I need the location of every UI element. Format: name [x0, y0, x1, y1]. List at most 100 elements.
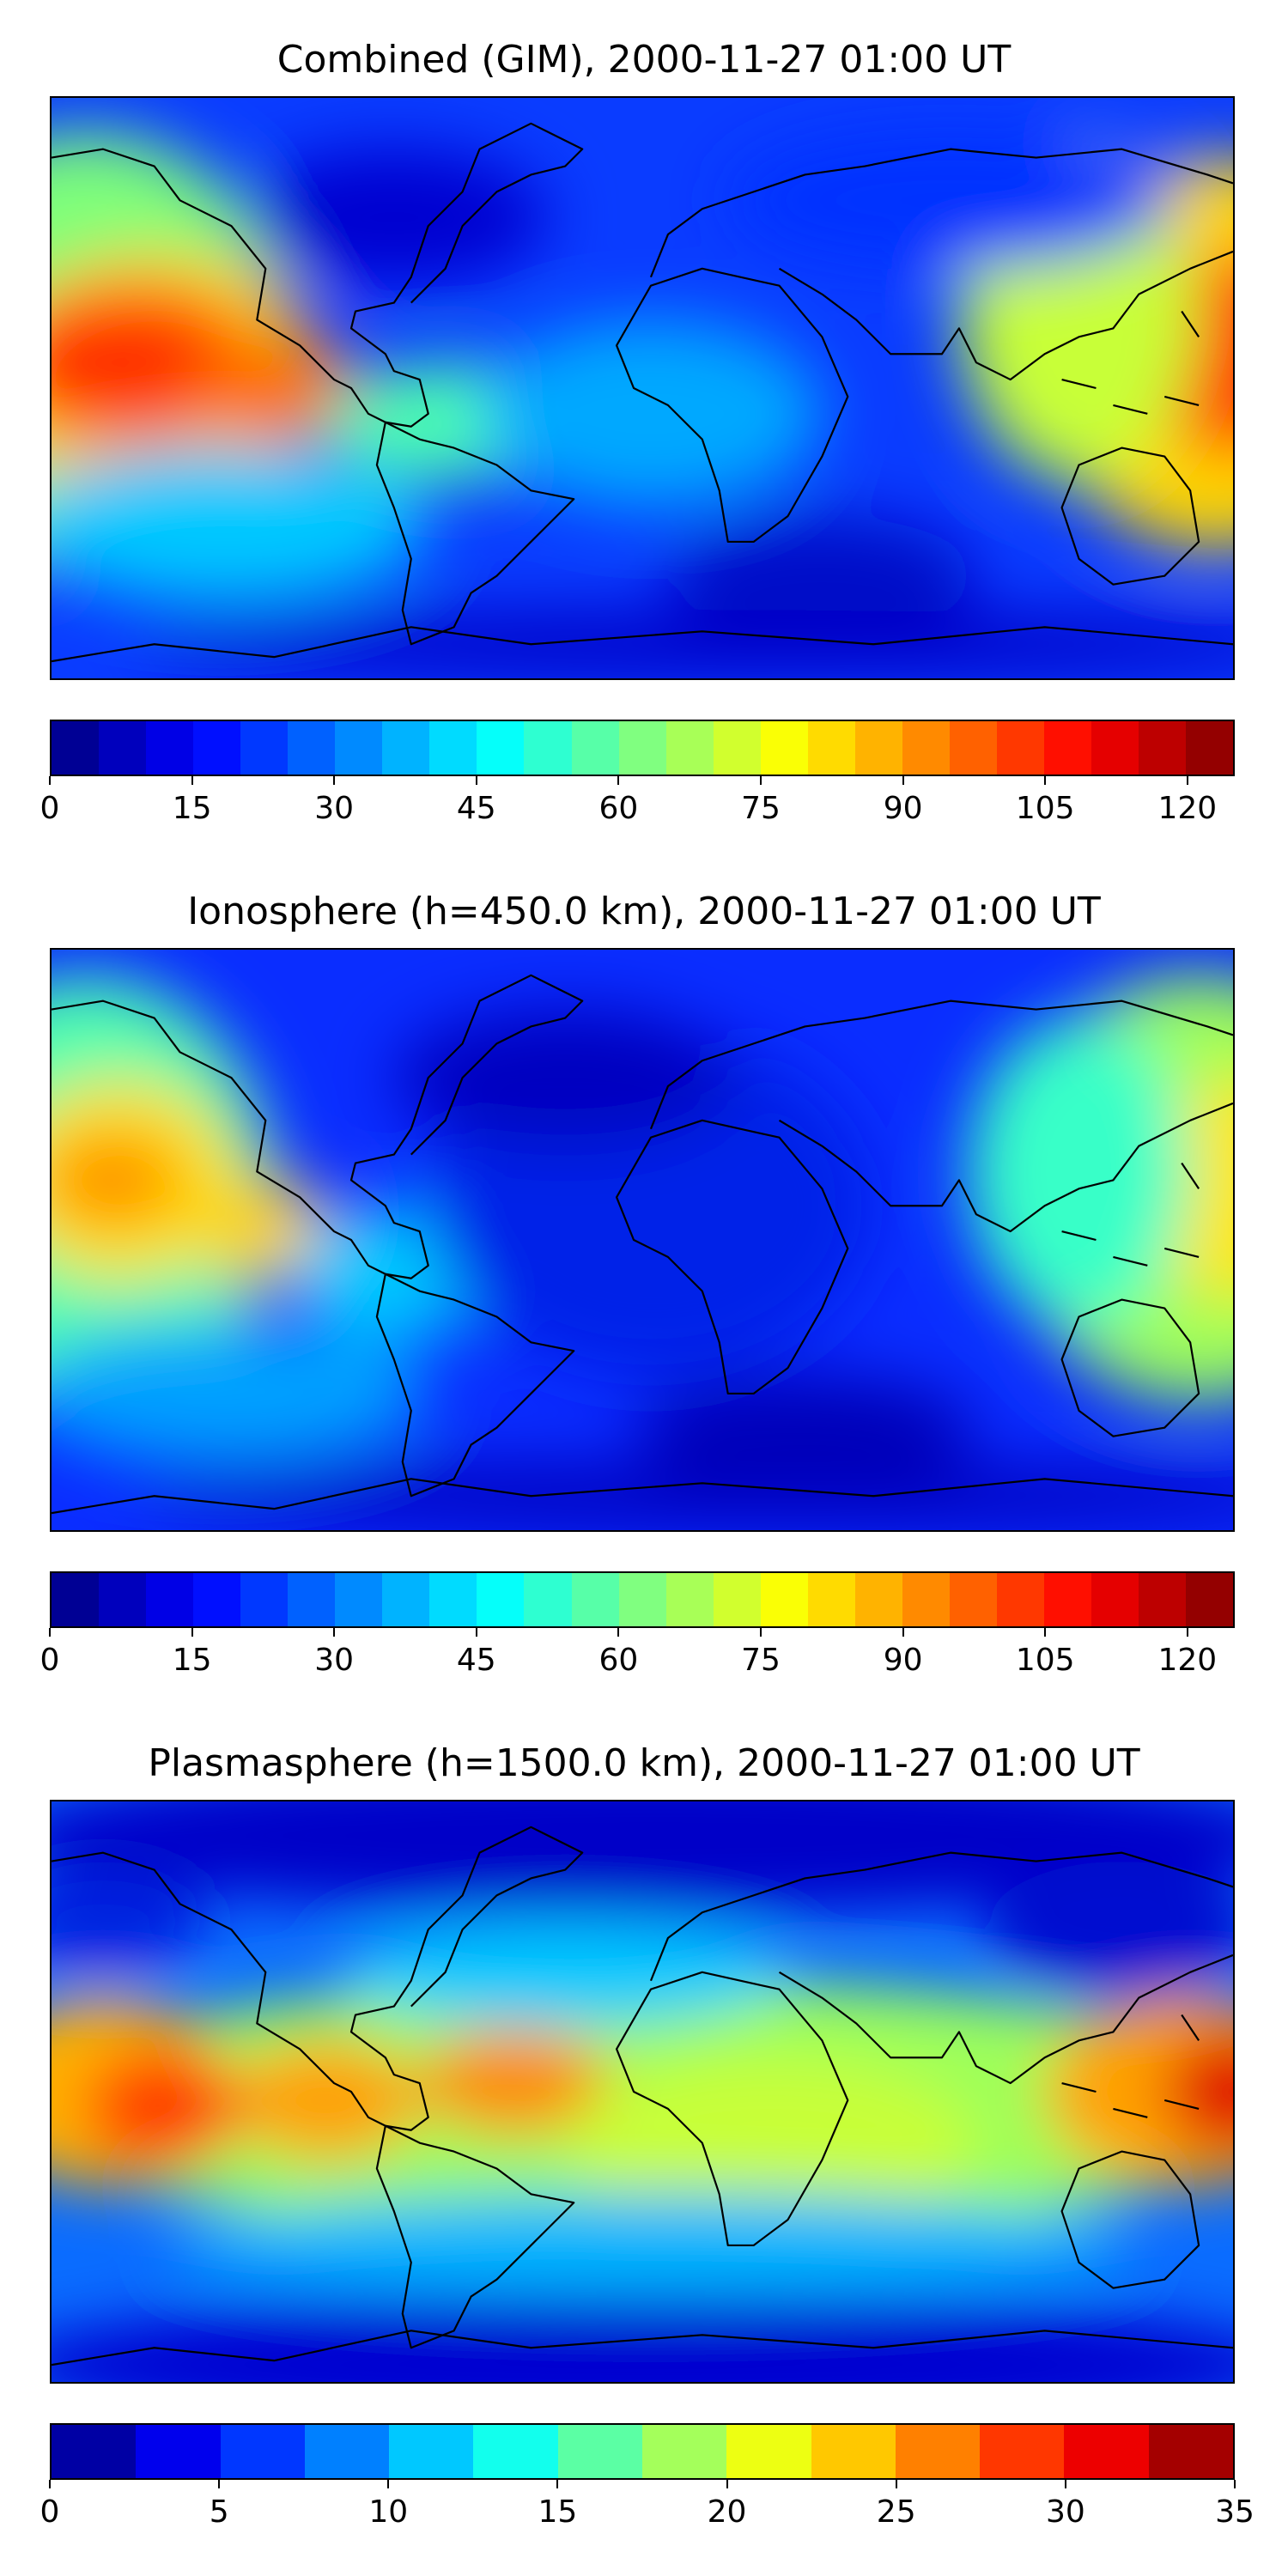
colorbar-swatch — [429, 721, 477, 775]
field-blob — [393, 1009, 737, 1146]
tick-mark — [617, 776, 620, 785]
colorbar-swatch — [304, 2425, 390, 2478]
field-blob — [984, 1861, 1233, 1998]
colorbar-swatch — [854, 721, 902, 775]
tick-label: 30 — [314, 1643, 355, 1678]
field-blob — [52, 1801, 1233, 1913]
panel-title: Plasmasphere (h=1500.0 km), 2000-11-27 0… — [148, 1741, 1140, 1785]
tick-label: 120 — [1157, 791, 1218, 826]
tick-mark — [475, 1628, 477, 1637]
colorbar-swatch — [429, 1573, 477, 1626]
tick-label: 15 — [172, 791, 212, 826]
colorbar-swatch — [807, 1573, 855, 1626]
tick-mark — [902, 776, 904, 785]
coastline-europe-asia — [649, 148, 1233, 381]
colorbar-swatch — [665, 721, 714, 775]
colorbar-swatch — [1148, 2425, 1233, 2478]
field-layer — [52, 1801, 1233, 2382]
field-blob — [419, 2032, 609, 2135]
colorbar-swatch — [193, 1573, 241, 1626]
tick-mark — [333, 776, 336, 785]
tick-mark — [333, 1628, 336, 1637]
coastline-africa — [615, 1971, 849, 2247]
field-blob — [240, 149, 549, 286]
panel-plasmasphere: Plasmasphere (h=1500.0 km), 2000-11-27 0… — [0, 1717, 1288, 2576]
colorbar-swatch — [902, 1573, 950, 1626]
coastline-north-america — [52, 974, 584, 1279]
colorbar-swatch — [288, 1573, 336, 1626]
colorbar-swatch — [240, 721, 289, 775]
field-blob — [967, 1018, 1191, 1326]
tick-mark — [1064, 2480, 1066, 2488]
tick-mark — [1186, 776, 1188, 785]
tick-label: 15 — [172, 1643, 212, 1678]
colorbar-swatch — [52, 2425, 137, 2478]
tick-mark — [895, 2480, 897, 2488]
coastline-south-america — [375, 1273, 575, 1498]
colorbar-plasmasphere — [50, 2423, 1235, 2480]
colorbar-ticks: 0 15 30 45 60 75 90 105 120 — [40, 776, 1235, 828]
tick-mark — [902, 1628, 904, 1637]
tick-label: 20 — [707, 2494, 747, 2530]
coastline-europe-asia — [649, 1851, 1233, 2085]
colorbar-swatch — [220, 2425, 305, 2478]
colorbar-swatch — [726, 2425, 811, 2478]
tick-mark — [191, 1628, 193, 1637]
tec-map-combined — [50, 96, 1235, 680]
colorbar-swatch — [713, 721, 761, 775]
colorbar-swatch — [996, 1573, 1044, 1626]
tick-label: 60 — [598, 791, 639, 826]
coastline-south-america — [375, 2124, 575, 2349]
coastlines — [52, 974, 1233, 1515]
coastlines — [52, 122, 1233, 663]
tick-label: 25 — [876, 2494, 916, 2530]
colorbar-swatch — [641, 2425, 727, 2478]
tick-mark — [49, 776, 51, 785]
coastlines — [52, 1826, 1233, 2366]
colorbar-swatch — [760, 1573, 808, 1626]
tick-label: 45 — [456, 791, 496, 826]
colorbar-swatch — [618, 1573, 666, 1626]
colorbar-swatch — [193, 721, 241, 775]
coastline-north-america — [52, 1826, 584, 2131]
tick-mark — [1044, 1628, 1047, 1637]
colorbar-swatch — [335, 721, 383, 775]
colorbar-swatch — [949, 721, 997, 775]
colorbar-swatch — [665, 1573, 714, 1626]
field-blob — [634, 1376, 976, 1479]
colorbar-swatch — [996, 721, 1044, 775]
coastline-islands — [1061, 2014, 1200, 2118]
tick-label: 120 — [1157, 1643, 1218, 1678]
colorbar-swatch — [807, 721, 855, 775]
colorbar-swatch — [1043, 721, 1092, 775]
tick-mark — [475, 776, 477, 785]
tick-mark — [617, 1628, 620, 1637]
field-blob — [52, 1137, 180, 1224]
colorbar-combined — [50, 720, 1235, 776]
field-layer — [52, 950, 1233, 1530]
field-blob — [171, 2194, 1131, 2297]
tick-label: 35 — [1215, 2494, 1255, 2530]
field-blob — [343, 1921, 788, 2024]
colorbar-swatch — [811, 2425, 896, 2478]
colorbar-swatch — [477, 721, 525, 775]
colorbar-swatch — [240, 1573, 289, 1626]
colorbar-swatch — [949, 1573, 997, 1626]
colorbar-swatch — [1139, 721, 1187, 775]
tick-mark — [49, 2480, 51, 2488]
field-blob — [565, 2057, 976, 2229]
colorbar-swatch — [99, 1573, 147, 1626]
colorbar-swatch — [1091, 721, 1139, 775]
colorbar-ionosphere — [50, 1571, 1235, 1628]
colorbar-swatch — [760, 721, 808, 775]
coastline-africa — [615, 267, 849, 544]
tick-label: 15 — [538, 2494, 578, 2530]
colorbar-swatch — [146, 1573, 194, 1626]
tick-label: 5 — [209, 2494, 229, 2530]
field-blob — [52, 447, 428, 602]
tick-mark — [218, 2480, 221, 2488]
colorbar-swatch — [1186, 1573, 1234, 1626]
tick-mark — [760, 1628, 762, 1637]
colorbar-swatch — [52, 1573, 100, 1626]
field-blob — [85, 2049, 240, 2169]
